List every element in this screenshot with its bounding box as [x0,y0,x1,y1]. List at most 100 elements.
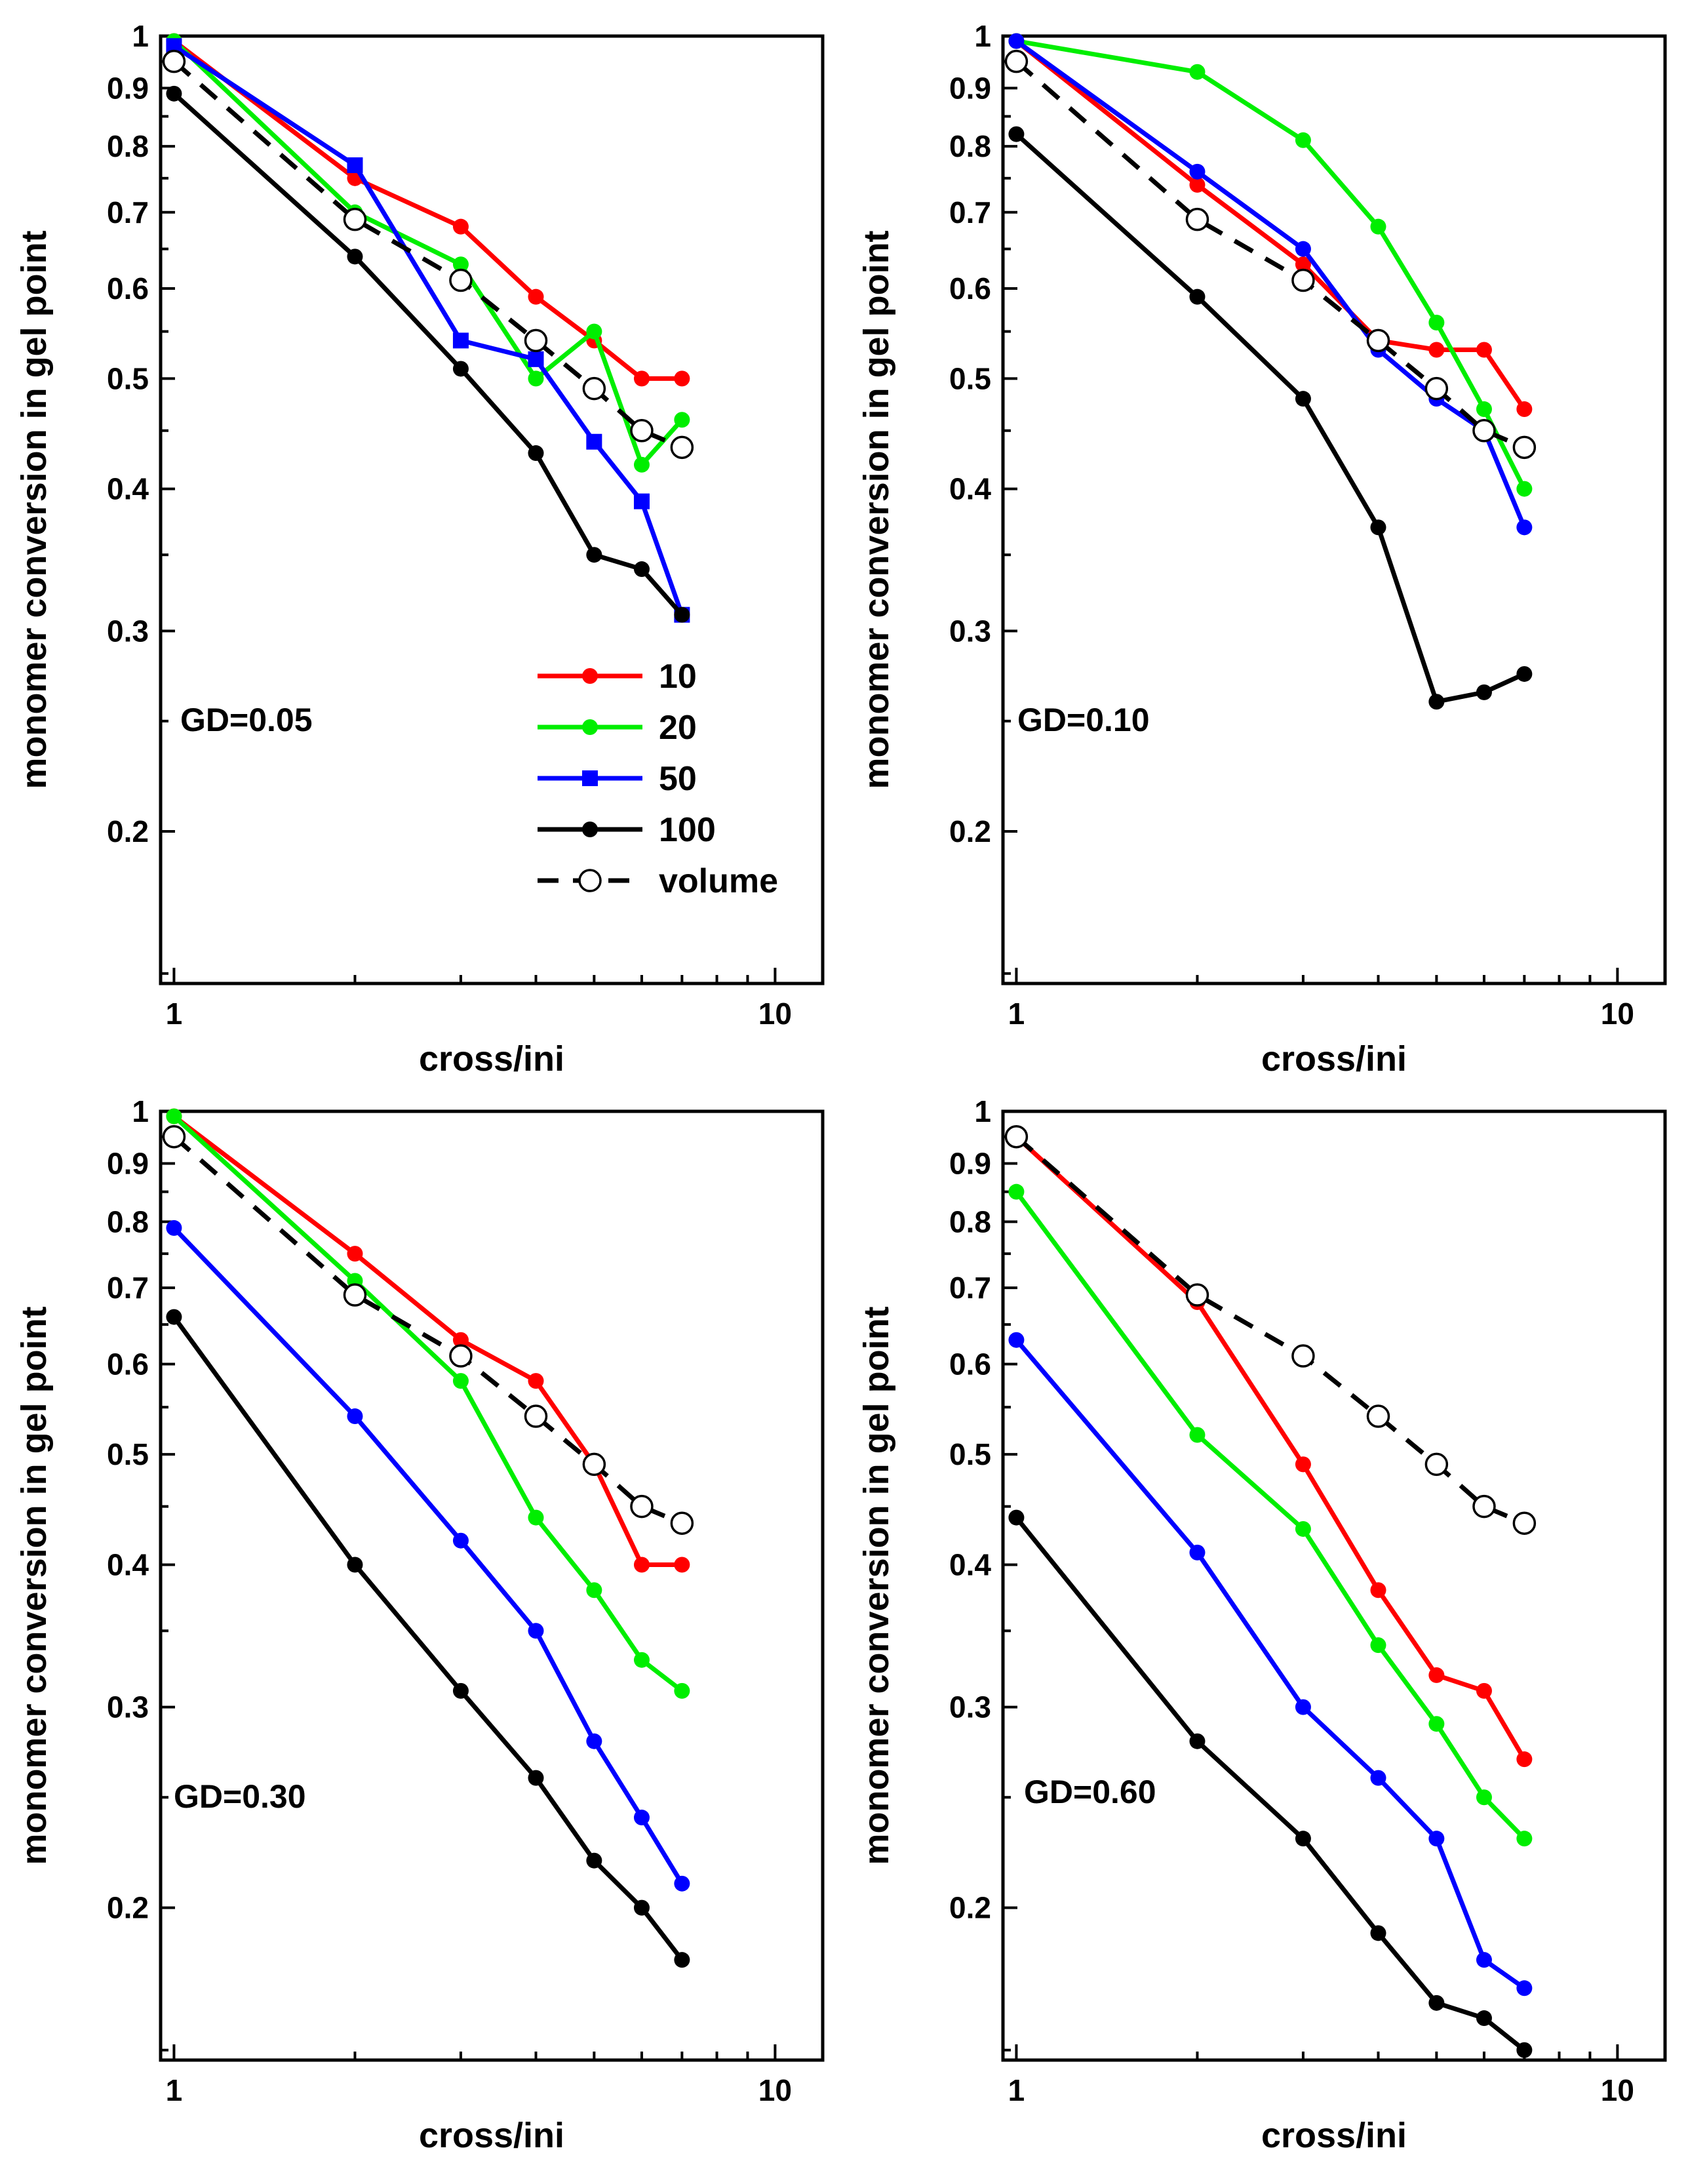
legend-entry: 100 [538,811,716,849]
data-point [528,1623,544,1639]
x-tick-label: 10 [758,2073,792,2107]
series-50 [1008,33,1533,536]
data-point [586,433,602,450]
data-point [449,268,473,292]
data-point [166,85,182,102]
legend-marker [582,668,598,684]
data-point [674,370,690,387]
data-point [452,332,469,349]
legend-label: 50 [659,760,697,798]
legend-marker [582,719,598,735]
y-tick-label: 0.5 [949,361,991,395]
x-tick-label: 1 [166,2073,183,2107]
data-point [1295,1456,1311,1473]
legend-label: 10 [659,658,697,696]
data-point [586,1582,602,1598]
y-tick-label: 0.2 [107,1891,149,1925]
series-volume [162,1124,694,1535]
series-line-volume [172,60,683,450]
y-tick-label: 0.5 [107,1437,149,1471]
data-point [674,1875,690,1892]
series-line-50 [172,44,684,616]
data-point [1366,1404,1390,1428]
data-point [1428,314,1445,330]
data-point [166,38,182,54]
data-point [674,1557,690,1573]
plot-frame [1001,1109,1667,2062]
series-100 [166,1309,690,1968]
data-point [452,361,469,377]
series-20 [166,1108,690,1699]
y-tick-label: 0.3 [949,1690,991,1724]
data-point [1516,2042,1533,2058]
y-tick-label: 0.9 [949,71,991,105]
y-tick-label: 0.4 [107,1548,149,1582]
y-tick-label: 0.9 [107,1147,149,1181]
data-point [1428,342,1445,358]
data-point [670,1511,694,1535]
data-point [1185,207,1209,231]
series-line-volume [1015,1135,1525,1526]
series-100 [166,85,690,623]
legend-marker [582,770,598,786]
x-axis-label: cross/ini [1261,1039,1407,1079]
series-line-100 [172,1315,684,1962]
data-point [1295,1831,1311,1847]
data-point [347,1408,363,1425]
legend-label: 100 [659,811,716,849]
data-point [343,207,367,231]
data-point [630,1494,654,1519]
y-tick-label: 0.3 [107,614,149,648]
x-axis-label: cross/ini [419,2116,564,2155]
data-point [1476,1789,1492,1806]
y-tick-label: 0.2 [949,814,991,848]
data-point [674,1682,690,1699]
data-point [1295,241,1311,257]
series-20 [1008,1183,1533,1847]
x-axis-label: cross/ini [419,1039,564,1079]
y-tick-label: 0.4 [949,1548,991,1582]
x-tick-label: 1 [1008,997,1025,1031]
data-point [1516,1980,1533,1996]
panel-3: 1 0.9 0.8 0.7 0.6 0.5 0.4 0.3 0.2 1 10 cross/ini mon… [14,1094,825,2155]
y-tick-label: 0.7 [949,195,991,229]
series-line-50 [1014,1338,1526,1991]
data-point [586,547,602,563]
y-tick-label: 0.5 [949,1437,991,1471]
y-tick-label: 0.3 [107,1690,149,1724]
data-point [674,1952,690,1968]
legend: 10 20 50 100 volume [538,658,778,900]
y-tick-label: 0.6 [107,1347,149,1381]
data-point [633,1899,650,1916]
y-axis-label: monomer conversion in gel point [14,230,54,789]
data-point [1189,1733,1206,1749]
y-tick-label: 1 [132,19,149,53]
data-point [1370,1637,1386,1654]
data-point [452,1332,469,1348]
legend-marker [582,822,598,837]
data-point [1472,1494,1496,1519]
legend-entry: 20 [538,709,697,747]
plot-frame [159,34,825,985]
data-point [1008,1509,1025,1526]
data-point [1516,519,1533,536]
y-axis-label: monomer conversion in gel point [857,1306,896,1865]
data-point [1516,401,1533,418]
series-volume [1004,1124,1537,1535]
data-point [1291,1344,1315,1368]
data-point [1516,665,1533,682]
y-tick-label: 0.8 [107,1204,149,1239]
series-50 [166,38,690,623]
data-point [582,376,606,401]
data-point [524,328,548,353]
panel-4: 1 0.9 0.8 0.7 0.6 0.5 0.4 0.3 0.2 1 10 cross/ini mon… [857,1094,1667,2155]
data-point [633,1810,650,1826]
legend-label: volume [659,862,778,900]
y-tick-label: 0.3 [949,614,991,648]
data-point [1424,376,1449,401]
panel-annotation: GD=0.60 [1024,1774,1156,1810]
y-tick-label: 1 [974,19,991,53]
data-point [1189,1427,1206,1443]
series-line-10 [172,39,682,381]
